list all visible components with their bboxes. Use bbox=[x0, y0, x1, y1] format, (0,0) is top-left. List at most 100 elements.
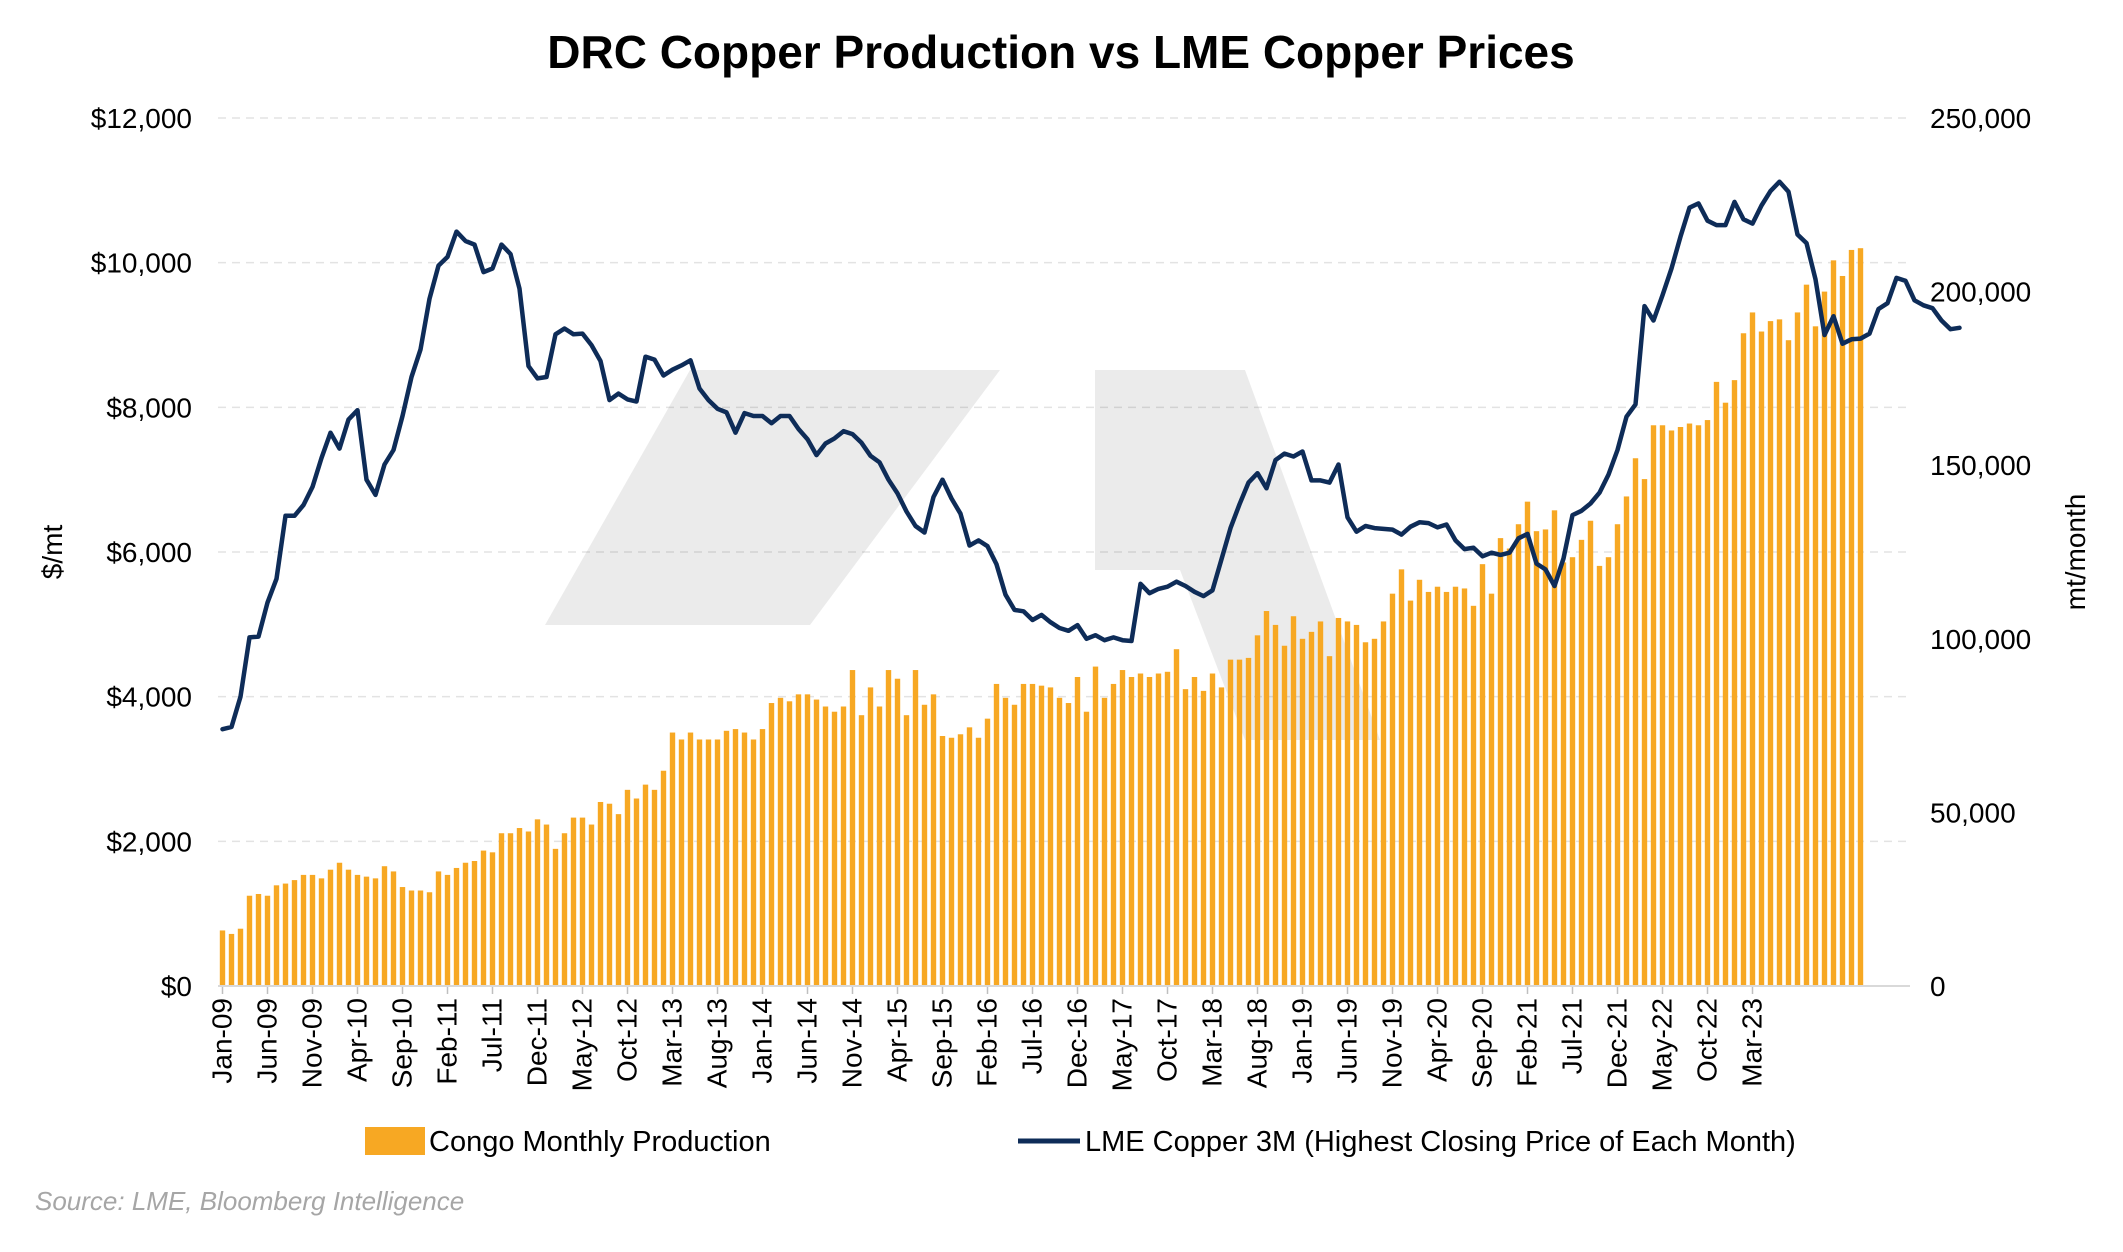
production-bar bbox=[831, 711, 838, 986]
production-bar bbox=[1704, 420, 1711, 987]
production-bar bbox=[1191, 676, 1198, 986]
x-tick-label: Apr-20 bbox=[1422, 998, 1453, 1082]
production-bar bbox=[912, 670, 919, 986]
production-bar bbox=[1695, 425, 1702, 987]
production-bar bbox=[1614, 524, 1621, 986]
production-bar bbox=[1407, 600, 1414, 986]
production-bar bbox=[1515, 524, 1522, 986]
production-bar bbox=[1452, 586, 1459, 986]
source-note: Source: LME, Bloomberg Intelligence bbox=[35, 1186, 464, 1216]
left-tick-label: $8,000 bbox=[106, 392, 192, 423]
x-tick-label: May-22 bbox=[1647, 998, 1678, 1091]
production-bar bbox=[1470, 605, 1477, 986]
production-bar bbox=[1146, 676, 1153, 986]
legend: Congo Monthly Production LME Copper 3M (… bbox=[365, 1126, 1796, 1158]
production-bar bbox=[687, 732, 694, 986]
production-bar bbox=[750, 739, 757, 986]
production-bar bbox=[579, 817, 586, 986]
production-bar bbox=[606, 803, 613, 986]
production-bar bbox=[1623, 496, 1630, 986]
production-bar bbox=[246, 895, 253, 986]
production-bar bbox=[1011, 704, 1018, 986]
production-bar bbox=[1038, 685, 1045, 986]
production-bar bbox=[1506, 548, 1513, 986]
production-bar bbox=[444, 874, 451, 986]
production-bar bbox=[867, 687, 874, 986]
production-bar bbox=[1002, 697, 1009, 986]
production-bar bbox=[624, 789, 631, 986]
x-tick-label: May-17 bbox=[1107, 998, 1138, 1091]
x-tick-label: Nov-09 bbox=[297, 998, 328, 1088]
production-bar bbox=[489, 852, 496, 986]
production-bar bbox=[1254, 635, 1261, 986]
production-bar bbox=[858, 715, 865, 986]
production-bar bbox=[1632, 458, 1639, 987]
left-tick-label: $10,000 bbox=[91, 248, 192, 279]
production-bar bbox=[849, 670, 856, 986]
production-bar bbox=[1776, 319, 1783, 987]
production-bar bbox=[291, 880, 298, 986]
chart-title: DRC Copper Production vs LME Copper Pric… bbox=[547, 26, 1574, 78]
production-bar bbox=[219, 930, 226, 986]
production-bar bbox=[1290, 616, 1297, 986]
production-bar bbox=[1740, 333, 1747, 986]
x-tick-label: Aug-18 bbox=[1242, 998, 1273, 1088]
production-bar bbox=[1137, 673, 1144, 986]
watermark-logo-icon bbox=[545, 370, 1380, 740]
x-tick-label: Jun-19 bbox=[1332, 998, 1363, 1084]
production-bar bbox=[1164, 671, 1171, 986]
production-bar bbox=[1218, 687, 1225, 986]
x-tick-label: Aug-13 bbox=[702, 998, 733, 1088]
x-tick-label: Apr-10 bbox=[342, 998, 373, 1082]
production-bar bbox=[399, 887, 406, 986]
right-tick-label: 50,000 bbox=[1930, 797, 2016, 828]
production-bar bbox=[1659, 425, 1666, 987]
production-bar bbox=[939, 736, 946, 986]
production-bar bbox=[1047, 687, 1054, 986]
left-axis-label: $/mt bbox=[37, 525, 68, 580]
production-bar bbox=[1029, 683, 1036, 986]
production-bar bbox=[363, 876, 370, 986]
left-tick-label: $6,000 bbox=[106, 537, 192, 568]
x-tick-label: Jun-09 bbox=[252, 998, 283, 1084]
production-bar bbox=[1803, 284, 1810, 986]
production-bar bbox=[1272, 624, 1279, 986]
production-bar bbox=[255, 893, 262, 986]
production-bar bbox=[984, 718, 991, 986]
production-bar bbox=[1155, 673, 1162, 986]
production-bar bbox=[1182, 689, 1189, 986]
production-bar bbox=[390, 871, 397, 986]
production-bar bbox=[1578, 539, 1585, 986]
production-bar bbox=[516, 828, 523, 986]
price-line bbox=[220, 179, 1962, 732]
production-bar bbox=[840, 706, 847, 986]
right-axis-ticks: 0 50,000 100,000 150,000 200,000 250,000 bbox=[1930, 103, 2031, 1002]
x-tick-label: Jul-11 bbox=[477, 998, 508, 1072]
production-bar bbox=[1299, 638, 1306, 986]
production-bar bbox=[1326, 656, 1333, 986]
production-bar bbox=[1749, 312, 1756, 986]
production-bar bbox=[1389, 593, 1396, 986]
production-bar bbox=[732, 729, 739, 986]
x-tick-label: Nov-19 bbox=[1377, 998, 1408, 1088]
production-bar bbox=[1128, 676, 1135, 986]
production-bar bbox=[570, 817, 577, 986]
production-bar bbox=[633, 798, 640, 986]
production-bar bbox=[894, 678, 901, 986]
production-bar bbox=[1101, 697, 1108, 986]
production-bar bbox=[1587, 520, 1594, 986]
production-bar bbox=[525, 831, 532, 986]
production-bar bbox=[651, 789, 658, 986]
production-bar bbox=[1416, 579, 1423, 986]
x-tick-label: May-12 bbox=[567, 998, 598, 1091]
production-bar bbox=[804, 694, 811, 986]
x-tick-label: Sep-20 bbox=[1467, 998, 1498, 1088]
production-bar bbox=[1344, 621, 1351, 986]
production-bar bbox=[462, 862, 469, 986]
production-bars bbox=[219, 248, 1864, 987]
x-tick-label: Feb-16 bbox=[972, 998, 1003, 1087]
production-bar bbox=[1020, 683, 1027, 986]
production-bar bbox=[948, 737, 955, 986]
production-bar bbox=[1227, 659, 1234, 986]
